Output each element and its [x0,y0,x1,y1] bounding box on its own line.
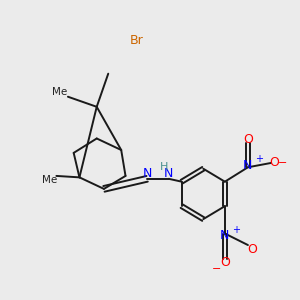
Text: N: N [164,167,173,180]
Text: O: O [220,256,230,269]
Text: O: O [247,243,257,256]
Text: +: + [232,225,240,235]
Text: −: − [278,158,287,168]
Text: N: N [142,167,152,180]
Text: +: + [255,154,263,164]
Text: N: N [220,229,230,242]
Text: O: O [243,133,253,146]
Text: H: H [160,162,168,172]
Text: −: − [212,264,221,274]
Text: O: O [269,157,279,169]
Text: N: N [243,159,253,172]
Text: Me: Me [42,175,57,185]
Text: Me: Me [52,87,67,98]
Text: Br: Br [130,34,144,47]
